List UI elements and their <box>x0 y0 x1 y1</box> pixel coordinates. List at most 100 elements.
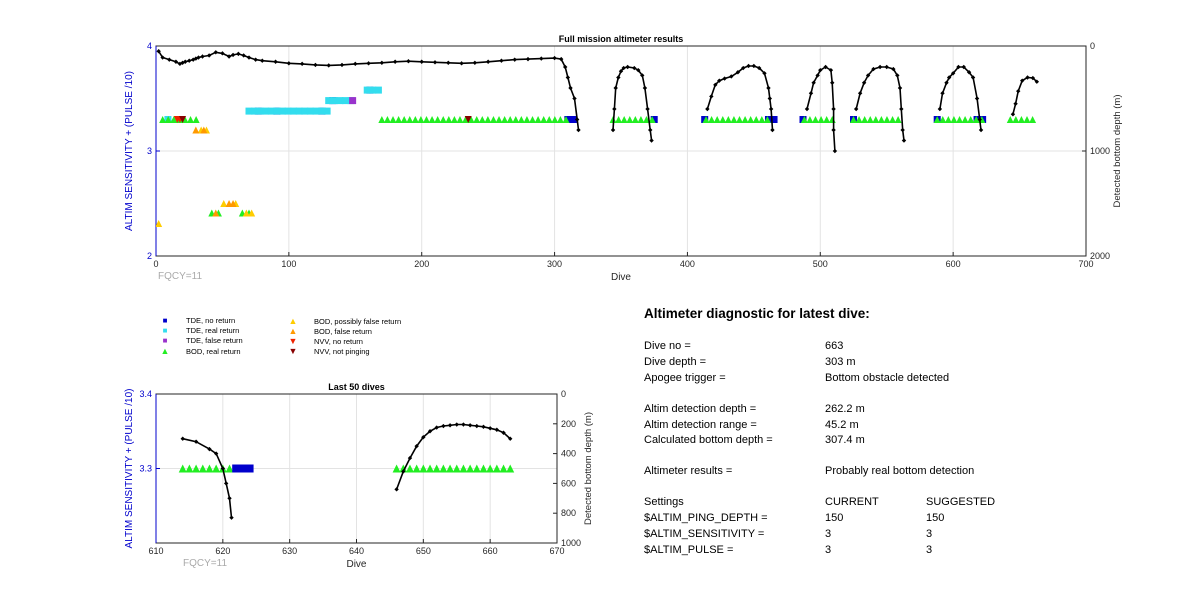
bottom-depth-point <box>751 63 757 69</box>
bottom-depth-point <box>193 439 199 444</box>
series-marker <box>450 116 458 123</box>
diag-value: 45.2 m <box>825 419 859 431</box>
bottom-depth-point <box>576 127 581 133</box>
y2-tick-label: 1000 <box>1090 146 1110 156</box>
series-marker <box>534 116 542 123</box>
bottom-depth-point <box>565 75 571 80</box>
series-marker <box>800 116 808 123</box>
legend-label: BOD, false return <box>314 326 372 336</box>
bottom-depth-point <box>832 148 838 154</box>
bottom-depth-point <box>559 56 564 62</box>
diag-value: 262.2 m <box>825 403 865 415</box>
bottom-depth-point <box>525 56 531 62</box>
series-marker <box>434 116 442 123</box>
series-marker <box>730 116 738 123</box>
bottom-depth-point <box>735 70 741 75</box>
bottom-depth-point <box>877 64 883 70</box>
series-marker <box>556 116 564 123</box>
bottom-depth-point <box>474 423 479 429</box>
series-marker <box>620 116 628 123</box>
bottom-depth-point <box>213 451 219 456</box>
series-marker <box>823 116 831 123</box>
bottom-depth-point <box>1016 88 1021 94</box>
bottom-depth-point <box>273 59 278 64</box>
series-marker <box>318 107 326 115</box>
series-marker <box>484 116 492 123</box>
series-marker <box>817 116 825 123</box>
series-marker <box>770 116 778 123</box>
bottom-depth-point <box>494 427 500 432</box>
bottom-depth-point <box>811 80 816 85</box>
bottom-depth-point <box>481 424 486 429</box>
series-marker <box>495 116 503 123</box>
series-marker <box>540 116 548 123</box>
series-marker <box>267 107 275 115</box>
bottom-depth-point <box>446 60 451 65</box>
legend-marker: ▲ <box>288 316 298 326</box>
series-marker <box>232 464 241 473</box>
bottom-depth-point <box>313 62 318 68</box>
bottom-depth-point <box>229 515 234 520</box>
series-marker <box>159 116 167 123</box>
series-marker <box>378 116 386 123</box>
series-marker <box>156 219 163 227</box>
series-marker <box>325 97 333 105</box>
bottom-depth-point <box>563 64 568 70</box>
bottom-depth-point <box>640 73 645 78</box>
bottom-depth-point <box>956 64 961 70</box>
legend-marker: ▲ <box>160 346 170 356</box>
series-marker <box>564 116 572 123</box>
series-marker <box>713 116 721 123</box>
series-marker <box>812 116 820 123</box>
x-tick-label: 670 <box>549 546 564 556</box>
diag-label: Altim detection depth = <box>644 403 757 415</box>
bottom-depth-point <box>767 96 772 101</box>
bottom-depth-point <box>379 60 385 65</box>
setting-suggested: 3 <box>926 528 933 540</box>
series-marker <box>179 116 187 123</box>
bottom-depth-point <box>501 430 506 435</box>
bottom-depth-point <box>574 117 580 122</box>
series-marker <box>295 107 303 115</box>
chart-title: Full mission altimeter results <box>559 34 684 44</box>
x-tick-label: 100 <box>281 259 296 269</box>
legend-entry: ■ TDE, false return <box>158 336 243 345</box>
series-marker <box>933 116 941 123</box>
bottom-depth-point <box>762 71 767 76</box>
bottom-depth-point <box>770 127 775 133</box>
bottom-depth-point <box>709 94 714 99</box>
bottom-depth-point <box>326 63 331 68</box>
y-axis-label: ALTIM SENSITIVITY + (PULSE /10) <box>124 389 135 549</box>
bottom-depth-point <box>353 61 358 67</box>
bottom-depth-point <box>227 496 232 501</box>
bottom-depth-point <box>768 106 774 112</box>
bottom-depth-point <box>508 436 513 441</box>
diag-label: Apogee trigger = <box>644 372 726 384</box>
setting-current: 3 <box>825 544 832 556</box>
series-marker <box>861 116 869 123</box>
series-marker <box>389 116 397 123</box>
series-marker <box>631 116 639 123</box>
y2-tick-label: 200 <box>561 419 576 429</box>
series-marker <box>212 209 220 217</box>
x-tick-label: 200 <box>414 259 429 269</box>
bottom-depth-point <box>950 71 956 76</box>
bottom-depth-point <box>1025 75 1030 80</box>
legend-label: BOD, real return <box>186 346 241 356</box>
bottom-depth-point <box>1030 75 1036 81</box>
series-marker <box>972 116 980 123</box>
series-marker <box>406 116 414 123</box>
series-marker <box>456 116 464 123</box>
series-marker <box>417 116 425 123</box>
series-marker <box>643 116 651 123</box>
chart-legend: ■ TDE, no return ■ TDE, real return ■ TDE, fa… <box>158 316 458 366</box>
bottom-depth-point <box>1010 112 1016 117</box>
y2-tick-label: 600 <box>561 478 576 488</box>
bottom-depth-point <box>487 426 493 431</box>
series-marker <box>273 107 281 115</box>
setting-current: 150 <box>825 512 844 524</box>
legend-label: NVV, no return <box>314 336 363 346</box>
bottom-depth-point <box>167 57 172 62</box>
bottom-depth-line <box>939 66 982 131</box>
bottom-depth-point <box>645 106 650 112</box>
